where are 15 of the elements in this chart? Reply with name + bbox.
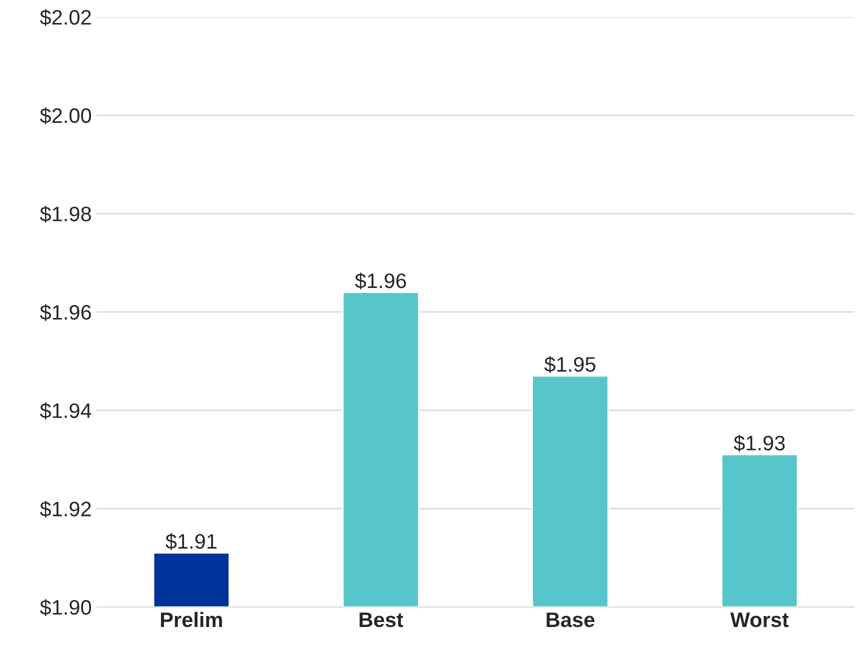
y-tick-label: $1.94 bbox=[40, 402, 92, 420]
x-tick-label: Prelim bbox=[160, 612, 222, 628]
y-tick-label: $1.96 bbox=[40, 304, 91, 321]
y-tick-label: $1.90 bbox=[40, 599, 92, 616]
y-tick-label: $2.00 bbox=[40, 107, 92, 124]
data-label: $1.93 bbox=[734, 434, 785, 452]
x-tick-label: Best bbox=[360, 612, 404, 628]
data-label: $1.96 bbox=[354, 272, 406, 290]
x-tick-label: Worst bbox=[730, 612, 789, 628]
x-tick-label: Base bbox=[546, 612, 594, 628]
data-label: $1.95 bbox=[544, 356, 596, 374]
y-tick-label: $1.92 bbox=[40, 500, 91, 518]
y-tick-label: $1.98 bbox=[40, 206, 91, 223]
data-label: $1.91 bbox=[166, 533, 216, 550]
y-tick-label: $2.02 bbox=[40, 9, 91, 26]
